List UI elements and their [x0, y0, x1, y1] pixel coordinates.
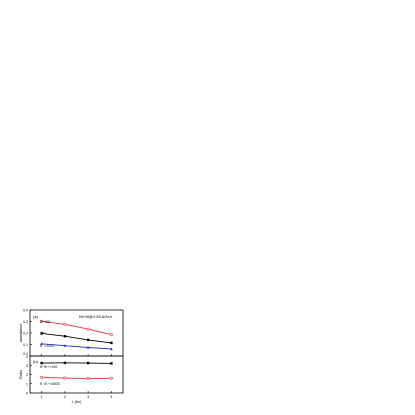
panel-label: (b) [33, 359, 39, 364]
x-tick-label: 3 [87, 395, 89, 399]
data-point [63, 335, 67, 338]
data-point [110, 362, 113, 365]
data-point [110, 341, 113, 345]
data-point [63, 376, 67, 380]
data-point [63, 322, 67, 326]
data-point [86, 377, 90, 381]
data-point [40, 361, 43, 365]
y-tick-label: 0.2 [23, 332, 28, 336]
data-point [40, 342, 44, 345]
series-line [41, 362, 112, 364]
series-line [41, 333, 112, 344]
y-tick-label: 4 [26, 355, 28, 359]
series-annotation: K⁻/K⁺×3000 [40, 382, 60, 386]
data-point [40, 375, 44, 379]
data-point [109, 376, 113, 380]
y-tick-label: 0.3 [23, 320, 28, 324]
data-point [40, 319, 44, 323]
data-point [40, 332, 43, 335]
series-line [41, 343, 112, 350]
y-tick-label: 0.4 [23, 309, 28, 313]
y-tick-label: 2 [26, 373, 28, 377]
y-axis-label: abundance [19, 324, 23, 343]
series-annotation: K⁰×50 [40, 320, 50, 324]
data-point [86, 345, 90, 349]
data-point [86, 338, 90, 342]
series-annotation: K⁺ [42, 331, 46, 335]
data-point [86, 327, 90, 331]
x-tick-label: 1 [41, 395, 43, 399]
panel-frame-2 [29, 355, 124, 394]
x-tick-label: 2 [64, 395, 66, 399]
data-point [86, 361, 90, 365]
series-line [41, 320, 112, 336]
series-annotation: K⁰/K⁺×100 [40, 365, 57, 369]
data-point [109, 347, 113, 351]
y-tick-label: 0.0 [23, 352, 28, 356]
series-line [41, 376, 112, 380]
y-tick-label: 0.1 [23, 343, 28, 347]
panel-label: (a) [33, 314, 39, 319]
system-label: Ni+Ni@1.93 AGeV [79, 314, 113, 319]
y-axis-label: Ratio [19, 370, 23, 379]
y-tick-label: 1 [26, 382, 28, 386]
y-tick-label: 3 [26, 364, 28, 368]
series-annotation: K⁻×1000 [40, 344, 54, 348]
y-tick-label: 0 [26, 392, 28, 396]
data-point [63, 361, 67, 365]
data-point [109, 333, 113, 337]
x-tick-label: 4 [110, 395, 112, 399]
data-point [63, 344, 67, 347]
x-axis-label: L (fm) [72, 400, 83, 404]
